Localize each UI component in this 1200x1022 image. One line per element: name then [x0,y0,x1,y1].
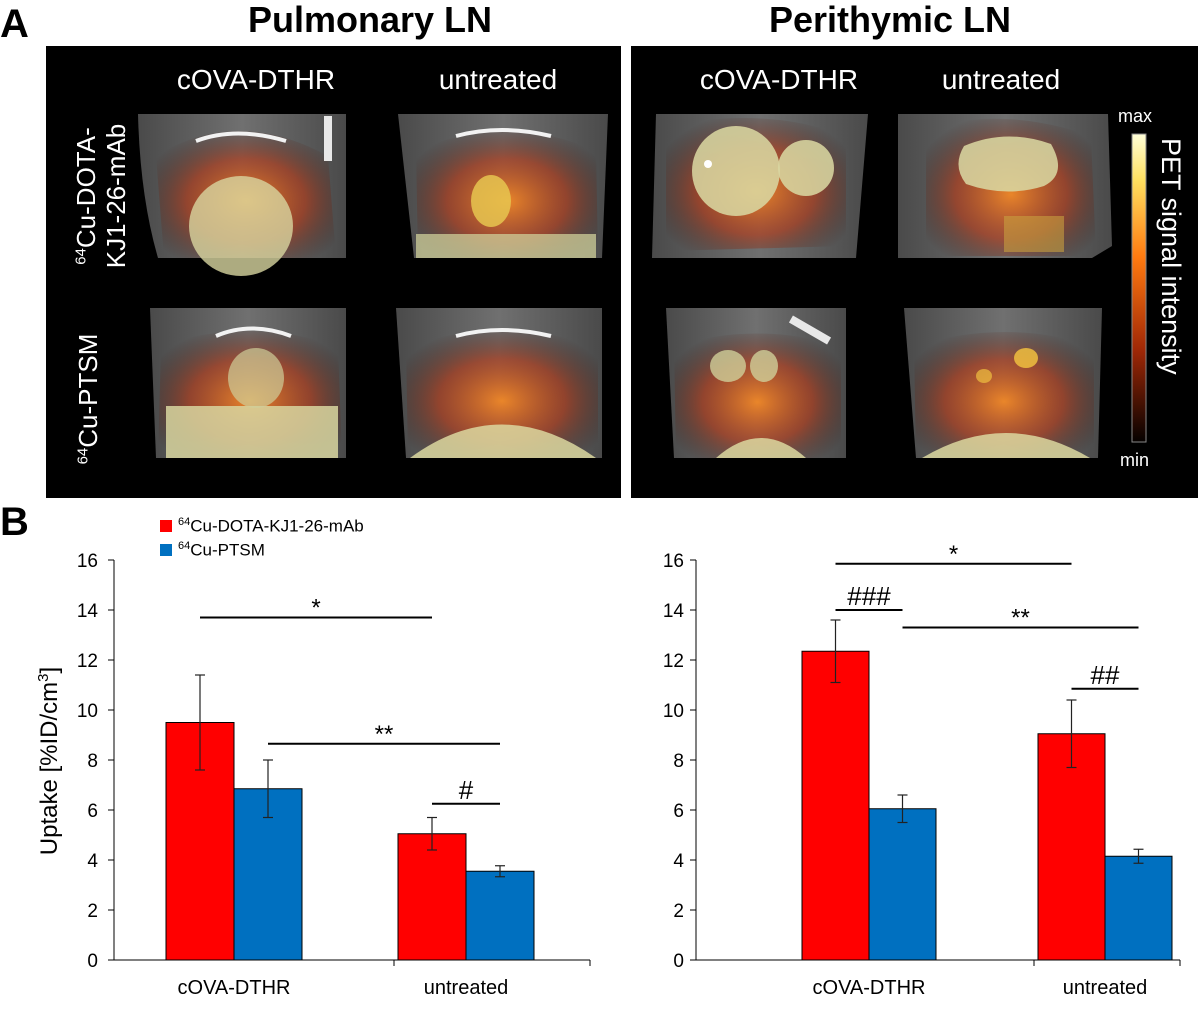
col-label-right-covadthr: cOVA-DTHR [699,64,859,95]
colorbar-max-label: max [1118,106,1153,126]
scan-peri-ptsm-covadthr [666,308,846,458]
bar-ptsm-1 [1104,855,1173,961]
scan-pulm-ptsm-untreated [396,308,602,458]
y-tick-label: 8 [673,751,684,772]
y-tick-label: 12 [663,651,684,672]
significance-label: * [311,595,320,622]
scan-peri-kj1-untreated [898,114,1112,258]
y-tick-label: 16 [663,551,684,572]
y-tick-label: 10 [77,701,98,722]
scan-peri-kj1-covadthr [652,114,868,258]
y-tick-label: 4 [87,851,98,872]
col-label-right-untreated: untreated [941,64,1061,95]
y-tick-label: 2 [87,901,98,922]
x-category-label: untreated [1063,977,1148,999]
scan-pulm-kj1-covadthr [138,114,346,276]
bar-kj1-0 [801,650,870,961]
y-tick-label: 4 [673,851,684,872]
legend-swatch-red [160,520,172,532]
section-title-perithymic: Perithymic LN [768,0,1012,40]
colorbar-title: PET signal intensity [1156,138,1186,375]
y-tick-label: 8 [87,751,98,772]
legend-kj1-label: Cu-DOTA-KJ1-26-mAb [190,516,364,536]
x-category-label: cOVA-DTHR [813,977,926,999]
scan-pulm-ptsm-covadthr [150,308,346,458]
legend-kj1-sup: 64 [178,515,191,528]
col-label-left-covadthr: cOVA-DTHR [176,64,336,95]
bar-kj1-1 [397,833,467,961]
y-tick-label: 10 [663,701,684,722]
x-category-label: untreated [424,977,509,999]
y-tick-label: 6 [673,801,684,822]
significance-label: * [949,541,958,568]
panel-divider [621,46,631,498]
significance-label: ** [1011,605,1030,632]
x-category-label: cOVA-DTHR [178,977,291,999]
significance-label: # [459,775,474,805]
y-tick-label: 14 [663,601,685,622]
bar-ptsm-0 [868,808,937,961]
col-label-left-untreated: untreated [438,64,558,95]
legend-ptsm-label: Cu-PTSM [190,540,265,560]
panel-a-label: A [0,2,29,46]
legend-item-ptsm: 64Cu-PTSM [160,538,364,562]
legend-item-kj1: 64Cu-DOTA-KJ1-26-mAb [160,514,364,538]
significance-label: ### [847,581,891,611]
bar-ptsm-1 [465,870,535,961]
colorbar-min-label: min [1120,450,1150,470]
y-tick-label: 0 [87,951,98,972]
bar-kj1-1 [1037,733,1106,961]
legend: 64Cu-DOTA-KJ1-26-mAb 64Cu-PTSM [160,514,364,562]
panel-b-label: B [0,500,29,544]
significance-label: ## [1091,660,1120,690]
pet-scans [138,114,1147,458]
chart-perithymic: 0 2 4 6 8 10 12 14 16 cOVA-DTHR untreated * ### ** ## [663,541,1181,999]
y-tick-label: 0 [673,951,684,972]
y-tick-label: 16 [77,551,98,572]
pet-image-panel: cOVA-DTHR untreated cOVA-DTHR untreated … [46,46,1198,498]
section-title-pulmonary: Pulmonary LN [247,0,493,40]
colorbar [1131,133,1147,443]
scan-peri-ptsm-untreated [904,308,1102,458]
legend-ptsm-sup: 64 [178,539,191,552]
y-tick-label: 6 [87,801,98,822]
y-tick-label: 12 [77,651,98,672]
legend-swatch-blue [160,544,172,556]
scan-pulm-kj1-untreated [398,114,608,258]
significance-label: ** [375,721,394,748]
y-tick-label: 2 [673,901,684,922]
y-tick-label: 14 [77,601,99,622]
